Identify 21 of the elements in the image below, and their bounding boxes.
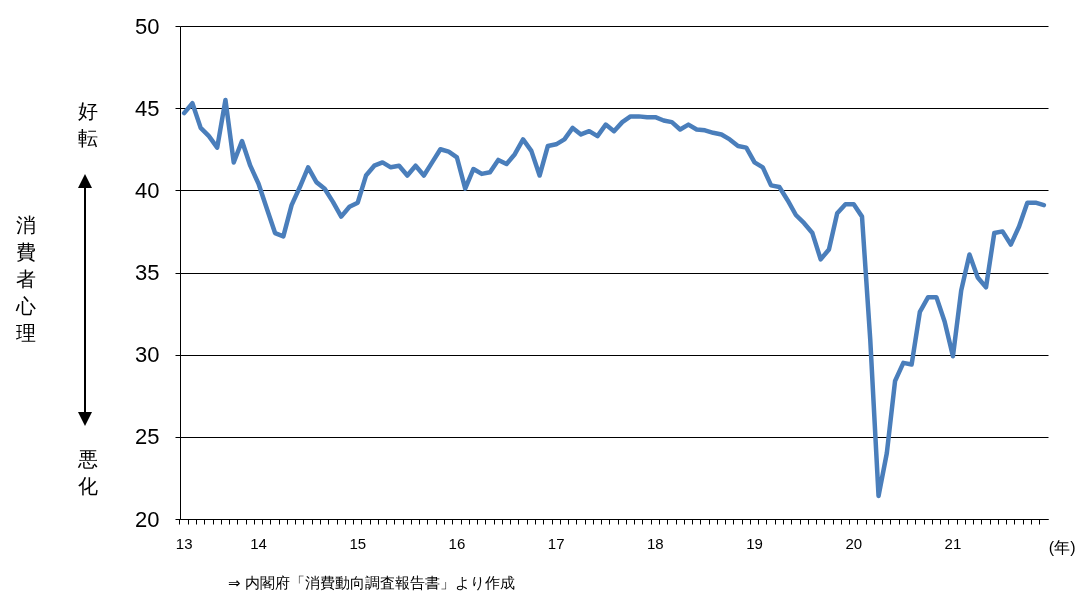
x-tick-label: 13 (175, 534, 193, 552)
x-tick-label: 15 (349, 534, 367, 552)
x-axis-title: (年) (1048, 538, 1076, 556)
y-tick-label: 50 (135, 13, 160, 39)
x-tick-label: 16 (448, 534, 466, 552)
x-tick-label: 19 (746, 534, 763, 552)
y-tick-label: 30 (135, 342, 160, 368)
y-tick-label: 45 (135, 95, 160, 121)
x-tick-label: 20 (845, 534, 863, 552)
text: ⇒ 内閣府「消費動向調査報告書」より作成 (228, 574, 516, 593)
text: 悪化 (77, 446, 99, 500)
x-tick-label: 18 (646, 534, 664, 552)
y-tick-label: 25 (135, 424, 160, 450)
x-tick-label: 14 (250, 534, 267, 552)
y-axis-title: 消費者心理 (14, 212, 37, 347)
x-tick-label: 17 (547, 534, 565, 552)
y-tick-label: 40 (135, 177, 160, 203)
x-tick-label: 21 (944, 534, 962, 552)
y-tick-label: 35 (135, 260, 160, 285)
y-tick-label: 20 (135, 506, 160, 532)
text: 好転 (77, 98, 99, 152)
